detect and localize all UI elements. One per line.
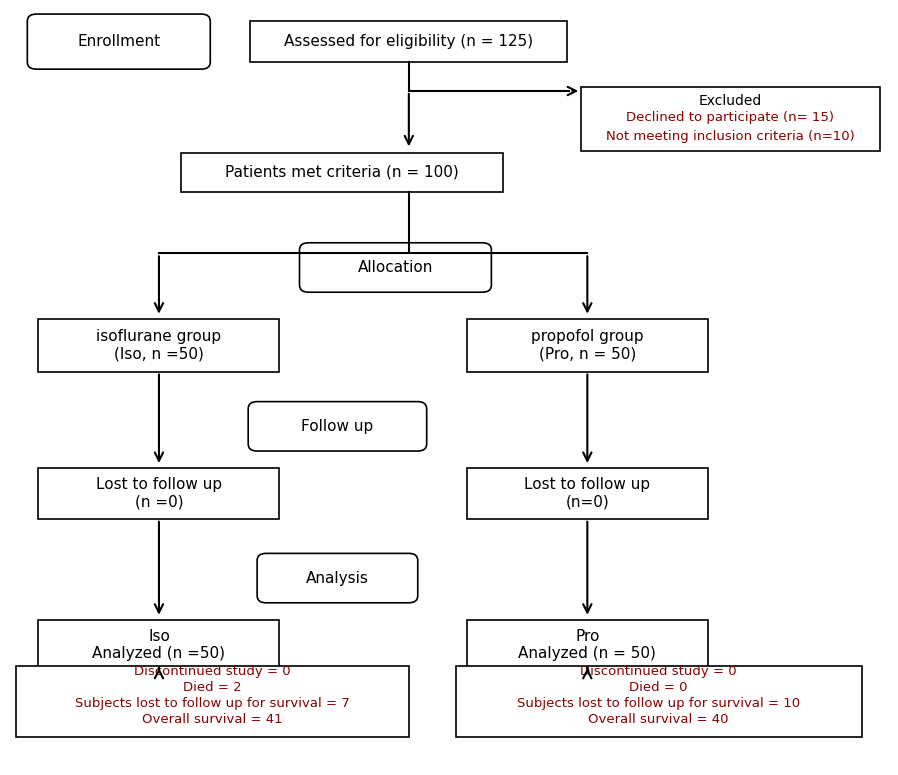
- Text: Patients met criteria (n = 100): Patients met criteria (n = 100): [225, 165, 459, 180]
- FancyBboxPatch shape: [257, 553, 418, 603]
- Text: Enrollment: Enrollment: [77, 34, 161, 49]
- Text: Overall survival = 41: Overall survival = 41: [142, 712, 283, 725]
- Text: Assessed for eligibility (n = 125): Assessed for eligibility (n = 125): [285, 34, 533, 49]
- FancyBboxPatch shape: [467, 620, 708, 670]
- FancyBboxPatch shape: [248, 401, 427, 451]
- FancyBboxPatch shape: [300, 243, 491, 292]
- Text: Lost to follow up
(n =0): Lost to follow up (n =0): [96, 477, 222, 510]
- Text: Not meeting inclusion criteria (n=10): Not meeting inclusion criteria (n=10): [606, 129, 855, 143]
- FancyBboxPatch shape: [16, 666, 409, 737]
- Text: Excluded: Excluded: [699, 94, 762, 108]
- Text: Discontinued study = 0: Discontinued study = 0: [134, 666, 291, 678]
- Text: Lost to follow up
(n=0): Lost to follow up (n=0): [524, 477, 650, 510]
- Text: propofol group
(Pro, n = 50): propofol group (Pro, n = 50): [531, 329, 644, 361]
- Text: Overall survival = 40: Overall survival = 40: [588, 712, 729, 725]
- FancyBboxPatch shape: [27, 14, 210, 69]
- Text: Pro
Analyzed (n = 50): Pro Analyzed (n = 50): [518, 629, 656, 661]
- FancyBboxPatch shape: [39, 319, 279, 372]
- FancyBboxPatch shape: [467, 468, 708, 518]
- FancyBboxPatch shape: [467, 319, 708, 372]
- FancyBboxPatch shape: [39, 620, 279, 670]
- Text: Analysis: Analysis: [306, 570, 369, 586]
- Text: Died = 0: Died = 0: [629, 681, 688, 694]
- FancyBboxPatch shape: [581, 88, 880, 151]
- FancyBboxPatch shape: [455, 666, 862, 737]
- FancyBboxPatch shape: [251, 21, 568, 62]
- FancyBboxPatch shape: [181, 153, 503, 191]
- Text: Iso
Analyzed (n =50): Iso Analyzed (n =50): [92, 629, 225, 661]
- FancyBboxPatch shape: [39, 468, 279, 518]
- Text: isoflurane group
(Iso, n =50): isoflurane group (Iso, n =50): [96, 329, 222, 361]
- Text: Declined to participate (n= 15): Declined to participate (n= 15): [626, 111, 834, 124]
- Text: Subjects lost to follow up for survival = 10: Subjects lost to follow up for survival …: [517, 697, 800, 710]
- Text: Follow up: Follow up: [302, 418, 374, 434]
- Text: Allocation: Allocation: [357, 260, 433, 275]
- Text: Subjects lost to follow up for survival = 7: Subjects lost to follow up for survival …: [75, 697, 350, 710]
- Text: Discontinued study = 0: Discontinued study = 0: [580, 666, 737, 678]
- Text: Died = 2: Died = 2: [183, 681, 242, 694]
